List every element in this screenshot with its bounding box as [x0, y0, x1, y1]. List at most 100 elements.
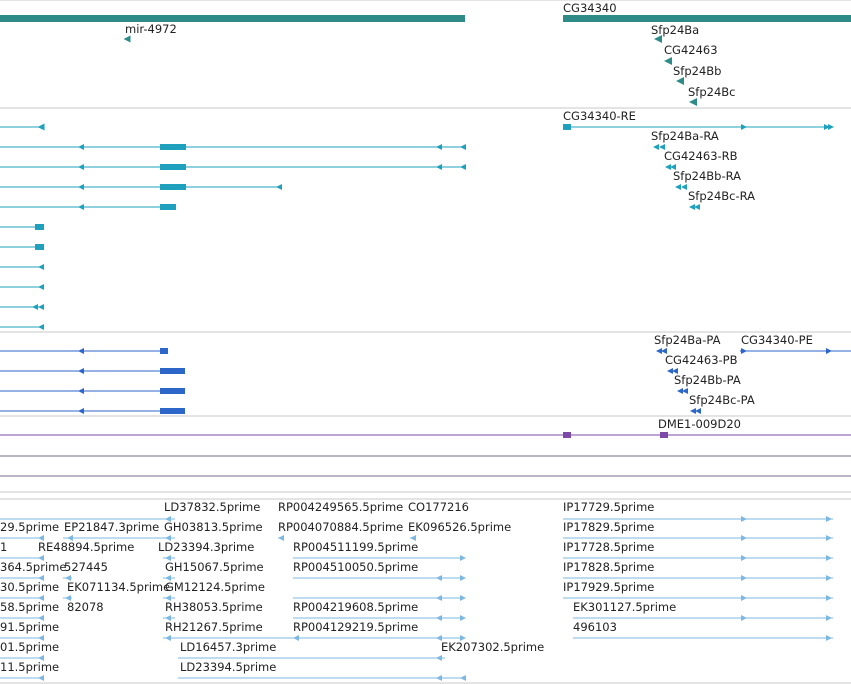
feature-label: Sfp24Ba-PA — [654, 333, 721, 347]
strand-arrow-left — [436, 635, 442, 641]
strand-arrow-left — [38, 635, 44, 641]
strand-arrow-left — [436, 144, 442, 150]
strand-arrow-left — [165, 535, 171, 541]
strand-arrow-left — [436, 675, 442, 681]
strand-arrow-left — [65, 575, 71, 581]
strand-arrow-left — [38, 284, 44, 290]
exon — [160, 204, 176, 210]
strand-arrow-left — [460, 675, 466, 681]
strand-arrow-left — [695, 408, 701, 414]
strand-arrow-left — [38, 535, 44, 541]
strand-arrow-left — [38, 595, 44, 601]
strand-arrow-left — [65, 595, 71, 601]
strand-arrow-left — [436, 164, 442, 170]
strand-arrow-left — [436, 595, 442, 601]
feature-label: RE48894.5prime — [38, 540, 135, 554]
strand-arrow-left — [38, 264, 44, 270]
feature-label: 11.5prime — [0, 660, 60, 674]
strand-arrow-left — [37, 123, 45, 131]
strand-arrow-right — [826, 615, 832, 621]
strand-arrow-right — [826, 575, 832, 581]
feature-label: EK207302.5prime — [441, 640, 545, 654]
feature-label: IP17929.5prime — [563, 580, 655, 594]
feature-label: DME1-009D20 — [658, 417, 741, 431]
strand-arrow-left — [67, 535, 73, 541]
strand-arrow-left — [78, 184, 84, 190]
feature-label: RP004249565.5prime — [278, 500, 404, 514]
strand-arrow-right — [826, 516, 832, 522]
feature-label: EK096526.5prime — [408, 520, 512, 534]
strand-arrow-left — [78, 408, 84, 414]
strand-arrow-left — [659, 144, 665, 150]
strand-arrow-left — [165, 635, 171, 641]
feature-label: GM12124.5prime — [165, 580, 265, 594]
strand-arrow-left — [78, 204, 84, 210]
strand-arrow-left — [38, 304, 44, 310]
repeat-block — [563, 432, 571, 438]
strand-arrow-left — [667, 368, 673, 374]
strand-arrow-left — [123, 35, 131, 43]
strand-arrow-left — [653, 144, 659, 150]
strand-arrow-left — [436, 615, 442, 621]
exon — [160, 388, 185, 394]
strand-arrow-left — [410, 535, 416, 541]
strand-arrow-right — [741, 575, 747, 581]
feature-label: EP21847.3prime — [64, 520, 160, 534]
feature-label: IP17729.5prime — [563, 500, 655, 514]
strand-arrow-left — [694, 204, 700, 210]
feature-label: LD23394.5prime — [180, 660, 277, 674]
strand-arrow-right — [460, 615, 466, 621]
strand-arrow-left — [165, 555, 171, 561]
strand-arrow-left — [654, 35, 662, 43]
exon — [160, 348, 168, 354]
strand-arrow-right — [826, 635, 832, 641]
exon — [160, 408, 185, 414]
strand-arrow-left — [661, 348, 667, 354]
strand-arrow-left — [665, 164, 671, 170]
strand-arrow-left — [78, 164, 84, 170]
feature-label: CG42463-PB — [665, 353, 738, 367]
strand-arrow-left — [690, 408, 696, 414]
feature-label: EK301127.5prime — [573, 600, 677, 614]
strand-arrow-left — [165, 595, 171, 601]
strand-arrow-left — [689, 204, 695, 210]
feature-label: CG34340 — [563, 1, 617, 15]
feature-label: CG34340-PE — [741, 333, 813, 347]
strand-arrow-left — [38, 575, 44, 581]
feature-label: CG42463-RB — [664, 149, 738, 163]
feature-label: EK071134.5prime — [67, 580, 171, 594]
feature-label: IP17728.5prime — [563, 540, 655, 554]
strand-arrow-right — [826, 535, 832, 541]
feature-label: LD23394.3prime — [158, 540, 255, 554]
strand-arrow-left — [675, 184, 681, 190]
exon — [160, 144, 186, 150]
strand-arrow-left — [677, 388, 683, 394]
strand-arrow-left — [38, 324, 44, 330]
feature-label: RH21267.5prime — [165, 620, 263, 634]
feature-label: RP004511199.5prime — [293, 540, 419, 554]
strand-arrow-left — [165, 516, 171, 522]
strand-arrow-left — [165, 615, 171, 621]
feature-label: Sfp24Ba-RA — [651, 129, 719, 143]
strand-arrow-left — [460, 164, 466, 170]
strand-arrow-right — [828, 124, 834, 130]
feature-label: RP004129219.5prime — [293, 620, 419, 634]
feature-label: 01.5prime — [0, 640, 60, 654]
strand-arrow-left — [682, 388, 688, 394]
strand-arrow-left — [32, 304, 38, 310]
strand-arrow-left — [460, 144, 466, 150]
strand-arrow-right — [460, 575, 466, 581]
strand-arrow-right — [460, 555, 466, 561]
strand-arrow-right — [460, 595, 466, 601]
feature-label: LD16457.3prime — [180, 640, 277, 654]
strand-arrow-right — [460, 635, 466, 641]
feature-label: GH03813.5prime — [164, 520, 263, 534]
strand-arrow-right — [826, 555, 832, 561]
feature-label: Sfp24Bb-RA — [673, 169, 742, 183]
strand-arrow-right — [741, 595, 747, 601]
exon — [35, 244, 44, 250]
feature-label: 1 — [0, 540, 8, 554]
feature-label: 527445 — [64, 560, 108, 574]
feature-label: 30.5prime — [0, 580, 60, 594]
